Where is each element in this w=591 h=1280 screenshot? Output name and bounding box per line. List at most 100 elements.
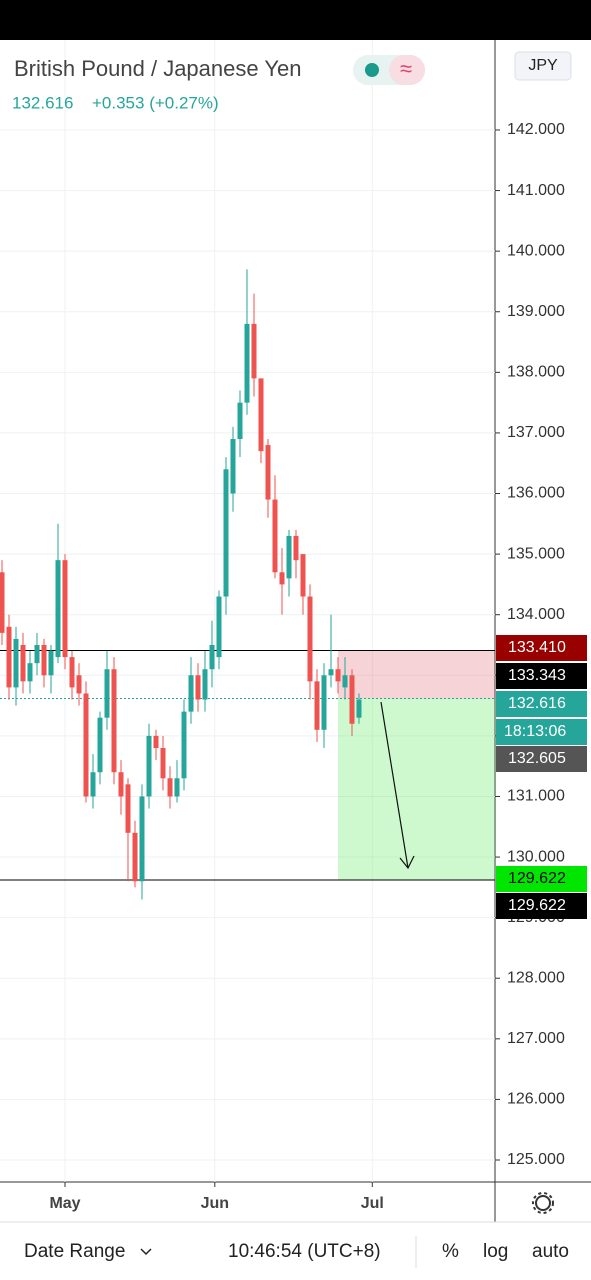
last-price: 132.616	[12, 93, 73, 112]
candle-body	[160, 747, 166, 779]
candle-body	[111, 669, 117, 773]
candle-body	[181, 711, 187, 779]
candle-body	[174, 778, 180, 797]
candle-body	[265, 445, 271, 500]
candle-body	[314, 681, 320, 730]
dropdown-chevron	[140, 1248, 152, 1256]
candle-body	[27, 663, 33, 682]
y-tick-label: 126.000	[507, 1091, 565, 1108]
y-tick-label: 138.000	[507, 364, 565, 381]
candle-body	[48, 651, 54, 676]
candle-body	[167, 778, 173, 797]
price-change: +0.353 (+0.27%)	[92, 93, 219, 112]
candle-body	[104, 669, 110, 718]
candle-body	[223, 469, 229, 597]
candle-body	[349, 675, 355, 724]
candle-body	[328, 669, 334, 676]
candle-body	[146, 735, 152, 797]
price-label-bg	[496, 663, 587, 689]
y-tick-label: 142.000	[507, 121, 565, 138]
candle-body	[55, 560, 61, 658]
candle-body	[230, 438, 236, 494]
candle-body	[62, 560, 68, 658]
target-zone	[338, 698, 495, 880]
candle-body	[286, 535, 292, 579]
candle-body	[272, 499, 278, 573]
date-range[interactable]: Date Range	[24, 1241, 125, 1262]
y-tick-label: 141.000	[507, 182, 565, 199]
arrow-head	[399, 855, 415, 870]
candle-body	[0, 572, 5, 633]
candle-body	[321, 675, 327, 730]
candle-body	[132, 832, 138, 882]
candle-body	[279, 572, 285, 585]
price-label-bg	[496, 635, 587, 661]
status-bar	[0, 0, 591, 40]
price-label-bg	[496, 866, 587, 892]
candle-body	[90, 772, 96, 797]
candle-body	[34, 644, 40, 664]
currency-label[interactable]: JPY	[528, 57, 558, 74]
log-toggle[interactable]: log	[483, 1241, 508, 1262]
price-label: 133.343	[508, 667, 566, 684]
y-tick-label: 130.000	[507, 848, 565, 865]
candle-body	[195, 675, 201, 700]
y-tick-label: 131.000	[507, 788, 565, 805]
countdown-bg	[496, 719, 587, 745]
percent-toggle[interactable]: %	[442, 1241, 459, 1262]
candle-body	[209, 644, 215, 670]
y-tick-label: 128.000	[507, 969, 565, 986]
candle-body	[216, 596, 222, 658]
stop-zone	[338, 650, 495, 699]
currency-button[interactable]	[514, 51, 572, 81]
candle-body	[244, 323, 250, 403]
candle-body	[6, 626, 12, 688]
price-label: 133.410	[508, 639, 566, 656]
indicator-toggle-2[interactable]	[389, 55, 425, 85]
candle-body	[251, 323, 257, 379]
y-tick-label: 136.000	[507, 485, 565, 502]
candle-body	[300, 554, 306, 597]
y-tick-label: 127.000	[507, 1030, 565, 1047]
clock[interactable]: 10:46:54 (UTC+8)	[228, 1241, 381, 1262]
candle-body	[83, 693, 89, 797]
candle-body	[118, 772, 124, 797]
candle-body	[293, 535, 299, 561]
candle-body	[20, 644, 26, 682]
y-tick-label: 139.000	[507, 303, 565, 320]
candle-body	[97, 717, 103, 773]
x-tick-label: May	[49, 1195, 80, 1212]
price-label: 129.622	[508, 897, 566, 914]
x-tick-label: Jun	[201, 1195, 229, 1212]
candle-body	[125, 784, 131, 833]
wave-icon: ≈	[400, 56, 412, 81]
y-tick-label: 137.000	[507, 424, 565, 441]
candle-body	[188, 675, 194, 712]
candle-body	[41, 644, 47, 676]
candle-body	[153, 735, 159, 748]
settings-icon[interactable]	[532, 1192, 554, 1214]
candle-body	[69, 657, 75, 688]
symbol-title: British Pound / Japanese Yen	[14, 56, 301, 81]
price-label-bg	[496, 746, 587, 772]
price-label: 132.616	[508, 695, 566, 712]
y-tick-label: 134.000	[507, 606, 565, 623]
price-label: 129.622	[508, 870, 566, 887]
auto-toggle[interactable]: auto	[532, 1241, 569, 1262]
status-dot	[365, 63, 379, 77]
price-label-bg	[496, 893, 587, 919]
y-tick-label: 135.000	[507, 545, 565, 562]
price-label: 132.605	[508, 750, 566, 767]
candle-body	[307, 596, 313, 682]
candle-body	[335, 669, 341, 682]
candle-body	[237, 402, 243, 439]
y-tick-label: 140.000	[507, 242, 565, 259]
y-tick-label: 125.000	[507, 1151, 565, 1168]
candle-body	[258, 378, 264, 452]
countdown: 18:13:06	[504, 723, 566, 740]
x-tick-label: Jul	[361, 1195, 384, 1212]
candle-body	[13, 638, 19, 688]
candle-body	[202, 669, 208, 700]
candle-body	[76, 675, 82, 694]
